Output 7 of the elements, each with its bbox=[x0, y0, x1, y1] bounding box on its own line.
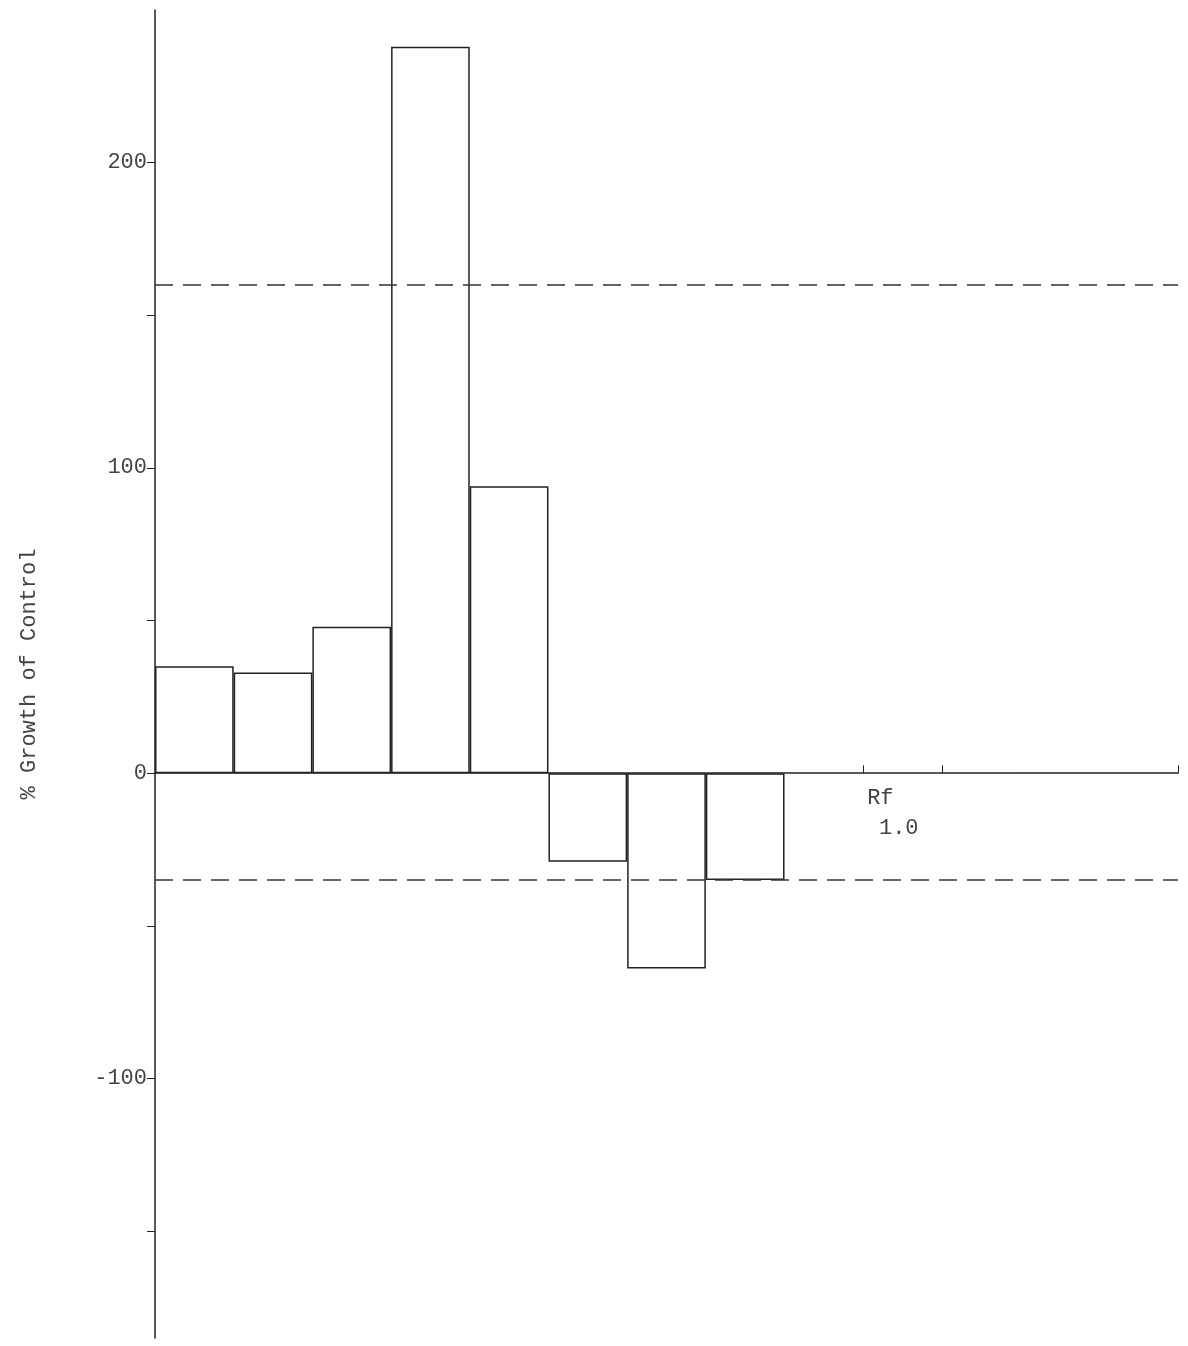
y-tick-label: -100 bbox=[94, 1066, 147, 1092]
annotation: 1.0 bbox=[878, 815, 919, 841]
x-axis-title: Rf bbox=[867, 785, 894, 811]
y-tick-label: 200 bbox=[107, 150, 147, 176]
y-axis-title: % Growth of Control bbox=[16, 548, 42, 800]
y-tick-label: 0 bbox=[133, 760, 147, 786]
y-tick-label: 100 bbox=[107, 455, 147, 481]
